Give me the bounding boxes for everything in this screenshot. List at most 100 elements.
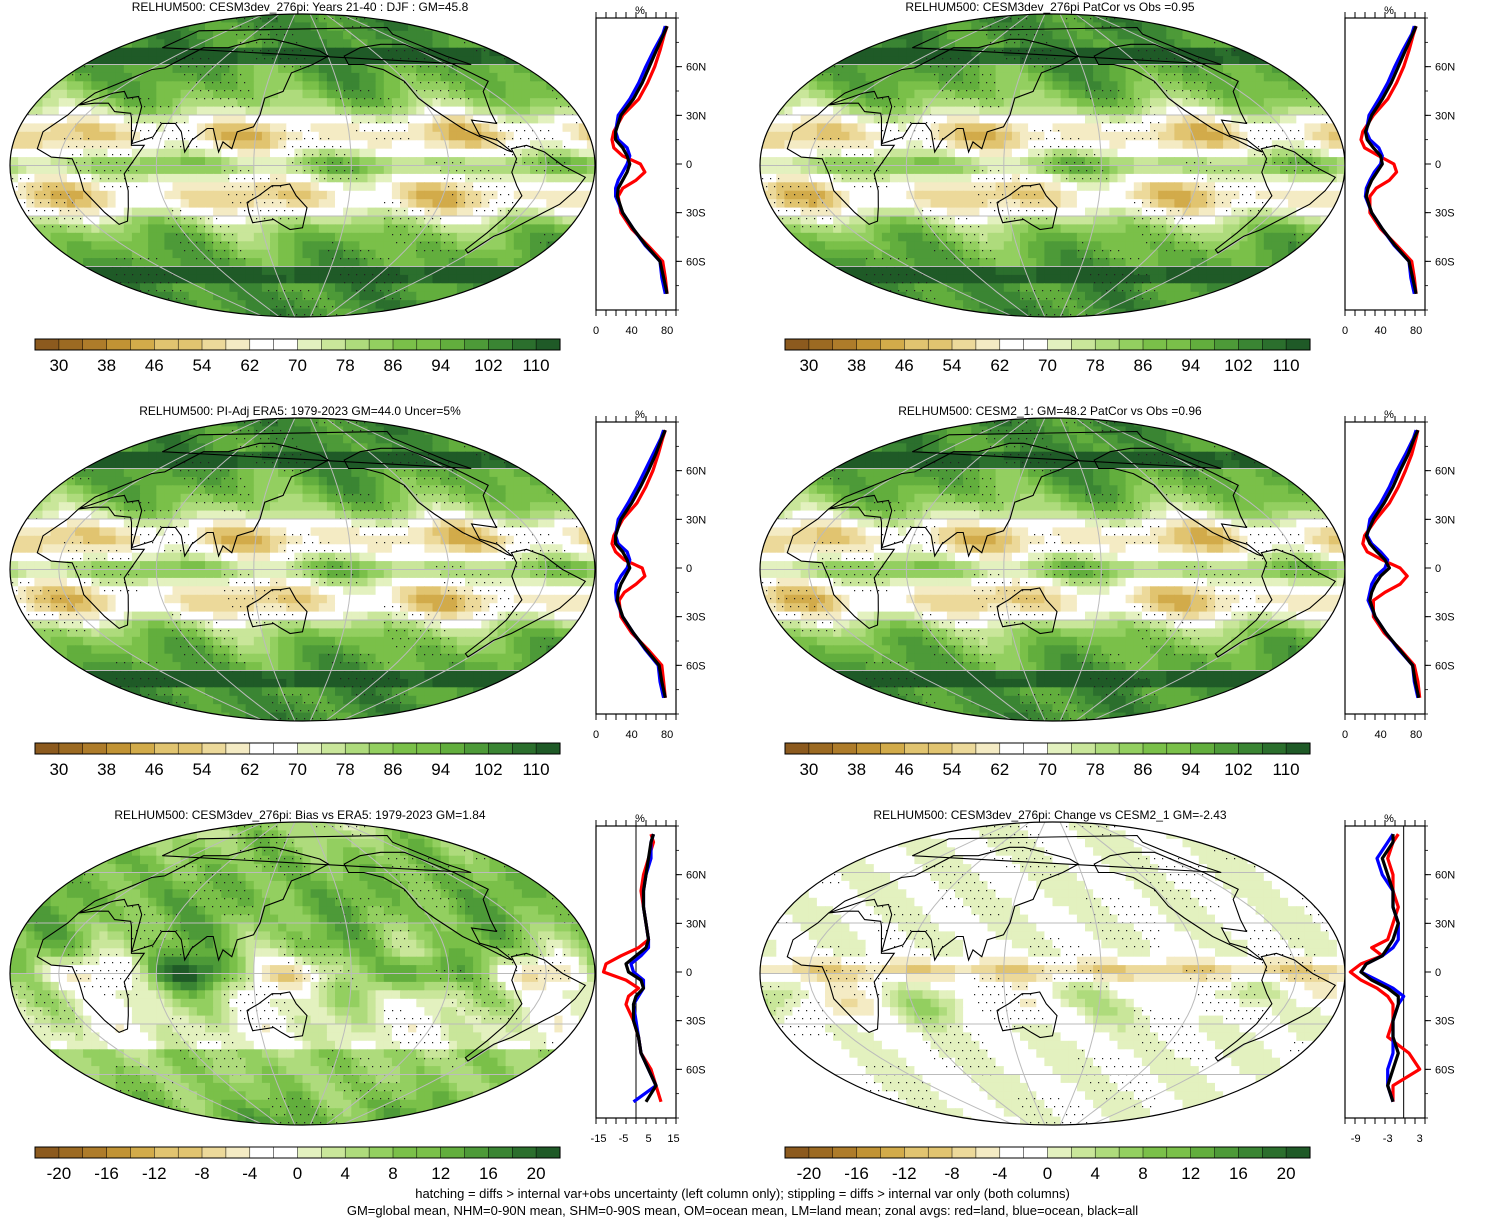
colorbar-tick-label: 16 — [1229, 1164, 1248, 1183]
map-panel-5 — [10, 822, 596, 1126]
colorbar-swatch — [298, 339, 322, 350]
colorbar-swatch — [107, 1147, 131, 1158]
map-panel-3 — [10, 418, 596, 722]
colorbar-swatch — [1167, 339, 1191, 350]
y-tick-label: 30S — [1435, 1016, 1455, 1028]
colorbar-swatch — [345, 743, 369, 754]
colorbar-tick-label: 0 — [1043, 1164, 1052, 1183]
x-tick-label: -15 — [591, 1133, 607, 1145]
colorbar-swatch — [274, 1147, 298, 1158]
colorbar-tick-label: 54 — [943, 356, 962, 375]
y-tick-label: 60N — [1435, 466, 1455, 478]
colorbar-tick-label: 30 — [49, 760, 68, 779]
colorbar-swatch — [1071, 743, 1095, 754]
colorbar-swatch — [1191, 339, 1215, 350]
x-tick-label: 40 — [1374, 325, 1386, 337]
colorbar-tick-label: 38 — [97, 356, 116, 375]
zonal-unit-label: % — [1384, 5, 1394, 17]
y-tick-label: 0 — [1435, 967, 1441, 979]
colorbar-swatch — [131, 339, 155, 350]
colorbar-tick-label: 4 — [340, 1164, 349, 1183]
x-tick-label: 80 — [1410, 325, 1422, 337]
colorbar-swatch — [417, 743, 441, 754]
colorbar-tick-label: 86 — [384, 760, 403, 779]
colorbar-swatch — [83, 339, 107, 350]
colorbar-swatch — [1024, 339, 1048, 350]
x-tick-label: 40 — [625, 729, 637, 741]
colorbar-tick-label: 70 — [1038, 760, 1057, 779]
colorbar-tick-label: 78 — [336, 760, 355, 779]
colorbar-swatch — [154, 339, 178, 350]
colorbar-swatch — [928, 743, 952, 754]
y-tick-label: 30S — [686, 208, 706, 220]
x-tick-label: 80 — [1410, 729, 1422, 741]
colorbar-tick-label: 46 — [895, 356, 914, 375]
colorbar-swatch — [250, 339, 274, 350]
colorbar-swatch — [904, 1147, 928, 1158]
colorbar-swatch — [1238, 339, 1262, 350]
colorbar-swatch — [1048, 1147, 1072, 1158]
y-tick-label: 0 — [686, 159, 692, 171]
colorbar-tick-label: 86 — [1134, 760, 1153, 779]
zonal-frame — [596, 422, 676, 714]
colorbar-swatch — [321, 1147, 345, 1158]
colorbar-swatch — [857, 743, 881, 754]
colorbar-swatch — [369, 743, 393, 754]
colorbar-tick-label: 54 — [193, 760, 212, 779]
y-tick-label: 60S — [1435, 1064, 1455, 1076]
colorbar-tick-label: 62 — [240, 356, 259, 375]
colorbar-swatch — [785, 339, 809, 350]
colorbar-swatch — [1286, 743, 1310, 754]
colorbar-tick-label: 78 — [336, 356, 355, 375]
colorbar-tick-label: 30 — [799, 760, 818, 779]
colorbar-swatch — [1286, 339, 1310, 350]
zonal-unit-label: % — [1384, 813, 1394, 825]
colorbar-tick-label: 54 — [193, 356, 212, 375]
colorbar-tick-label: 70 — [288, 760, 307, 779]
colorbar-swatch — [536, 743, 560, 754]
colorbar-swatch — [1071, 339, 1095, 350]
colorbar-swatch — [107, 743, 131, 754]
colorbar-swatch — [1143, 743, 1167, 754]
colorbar-tick-label: 0 — [293, 1164, 302, 1183]
colorbar-tick-label: -8 — [944, 1164, 959, 1183]
x-tick-label: 80 — [661, 729, 673, 741]
y-tick-label: 30N — [1435, 110, 1455, 122]
colorbar-swatch — [857, 1147, 881, 1158]
colorbar-swatch — [1119, 743, 1143, 754]
colorbar-swatch — [83, 743, 107, 754]
colorbar-swatch — [345, 339, 369, 350]
colorbar-tick-label: 46 — [145, 356, 164, 375]
map-field-3 — [10, 418, 596, 722]
map-panel-6 — [760, 822, 1346, 1126]
x-tick-label: 0 — [593, 325, 599, 337]
colorbar-swatch — [131, 1147, 155, 1158]
colorbar-swatch — [298, 743, 322, 754]
caption-legend: GM=global mean, NHM=0-90N mean, SHM=0-90… — [0, 1202, 1485, 1219]
colorbar-swatch — [512, 743, 536, 754]
map-panel-1 — [10, 14, 596, 318]
colorbar-swatch — [1286, 1147, 1310, 1158]
colorbar-tick-label: 38 — [847, 356, 866, 375]
colorbar-swatch — [1215, 743, 1239, 754]
colorbar-swatch — [250, 743, 274, 754]
colorbar-tick-label: 70 — [1038, 356, 1057, 375]
colorbar-swatch — [976, 339, 1000, 350]
colorbar-tick-label: 12 — [431, 1164, 450, 1183]
colorbar-swatch — [536, 1147, 560, 1158]
colorbar-swatch — [928, 1147, 952, 1158]
colorbar-swatch — [1024, 1147, 1048, 1158]
map-field-1 — [10, 14, 596, 318]
y-tick-label: 30N — [1435, 514, 1455, 526]
colorbar-swatch — [274, 743, 298, 754]
caption-hatching: hatching = diffs > internal var+obs unce… — [0, 1185, 1485, 1202]
colorbar-tick-label: 102 — [1224, 760, 1252, 779]
colorbar-swatch — [881, 1147, 905, 1158]
colorbar-swatch — [1238, 1147, 1262, 1158]
colorbar-tick-label: 38 — [847, 760, 866, 779]
